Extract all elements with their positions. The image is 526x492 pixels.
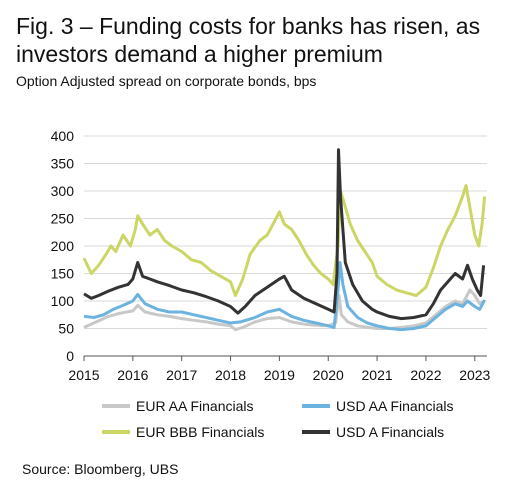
series-line-eur-bbb-financials xyxy=(82,184,487,297)
x-tick-label: 2023 xyxy=(459,367,490,383)
x-tick-label: 2022 xyxy=(410,367,441,383)
y-tick-label: 300 xyxy=(51,183,75,199)
x-tick-label: 2021 xyxy=(362,367,393,383)
legend-label: EUR BBB Financials xyxy=(136,424,264,440)
series-line-usd-a-financials xyxy=(83,148,486,321)
y-tick-label: 250 xyxy=(51,211,75,227)
y-tick-label: 0 xyxy=(66,348,74,364)
series-line-usd-aa-financials xyxy=(83,261,486,332)
y-tick-label: 150 xyxy=(51,266,75,282)
y-tick-label: 350 xyxy=(51,156,75,172)
x-tick-label: 2018 xyxy=(215,367,246,383)
grid-lines xyxy=(84,135,487,357)
legend-label: EUR AA Financials xyxy=(136,398,254,414)
source-note: Source: Bloomberg, UBS xyxy=(22,461,179,477)
x-axis: 2015 2016 2017 2018 2019 2020 2021 2022 2023 xyxy=(68,356,491,383)
x-tick-label: 2015 xyxy=(68,367,99,383)
x-tick-label: 2017 xyxy=(166,367,197,383)
y-tick-label: 100 xyxy=(51,293,75,309)
chart-subtitle: Option Adjusted spread on corporate bond… xyxy=(16,73,317,89)
legend-label: USD A Financials xyxy=(336,424,444,440)
legend-label: USD AA Financials xyxy=(336,398,454,414)
y-tick-label: 400 xyxy=(51,128,75,144)
series-lines xyxy=(82,148,487,332)
x-tick-label: 2019 xyxy=(264,367,295,383)
legend: EUR AA Financials USD AA Financials EUR BB… xyxy=(102,398,454,440)
x-tick-label: 2016 xyxy=(117,367,148,383)
x-tick-label: 2020 xyxy=(313,367,344,383)
y-tick-label: 200 xyxy=(51,238,75,254)
chart-title: Fig. 3 – Funding costs for banks has ris… xyxy=(16,13,481,67)
y-tick-label: 50 xyxy=(58,321,74,337)
series-line-eur-aa-financials xyxy=(83,288,486,332)
y-axis: 0 50 100 150 200 250 300 350 400 xyxy=(51,128,75,364)
